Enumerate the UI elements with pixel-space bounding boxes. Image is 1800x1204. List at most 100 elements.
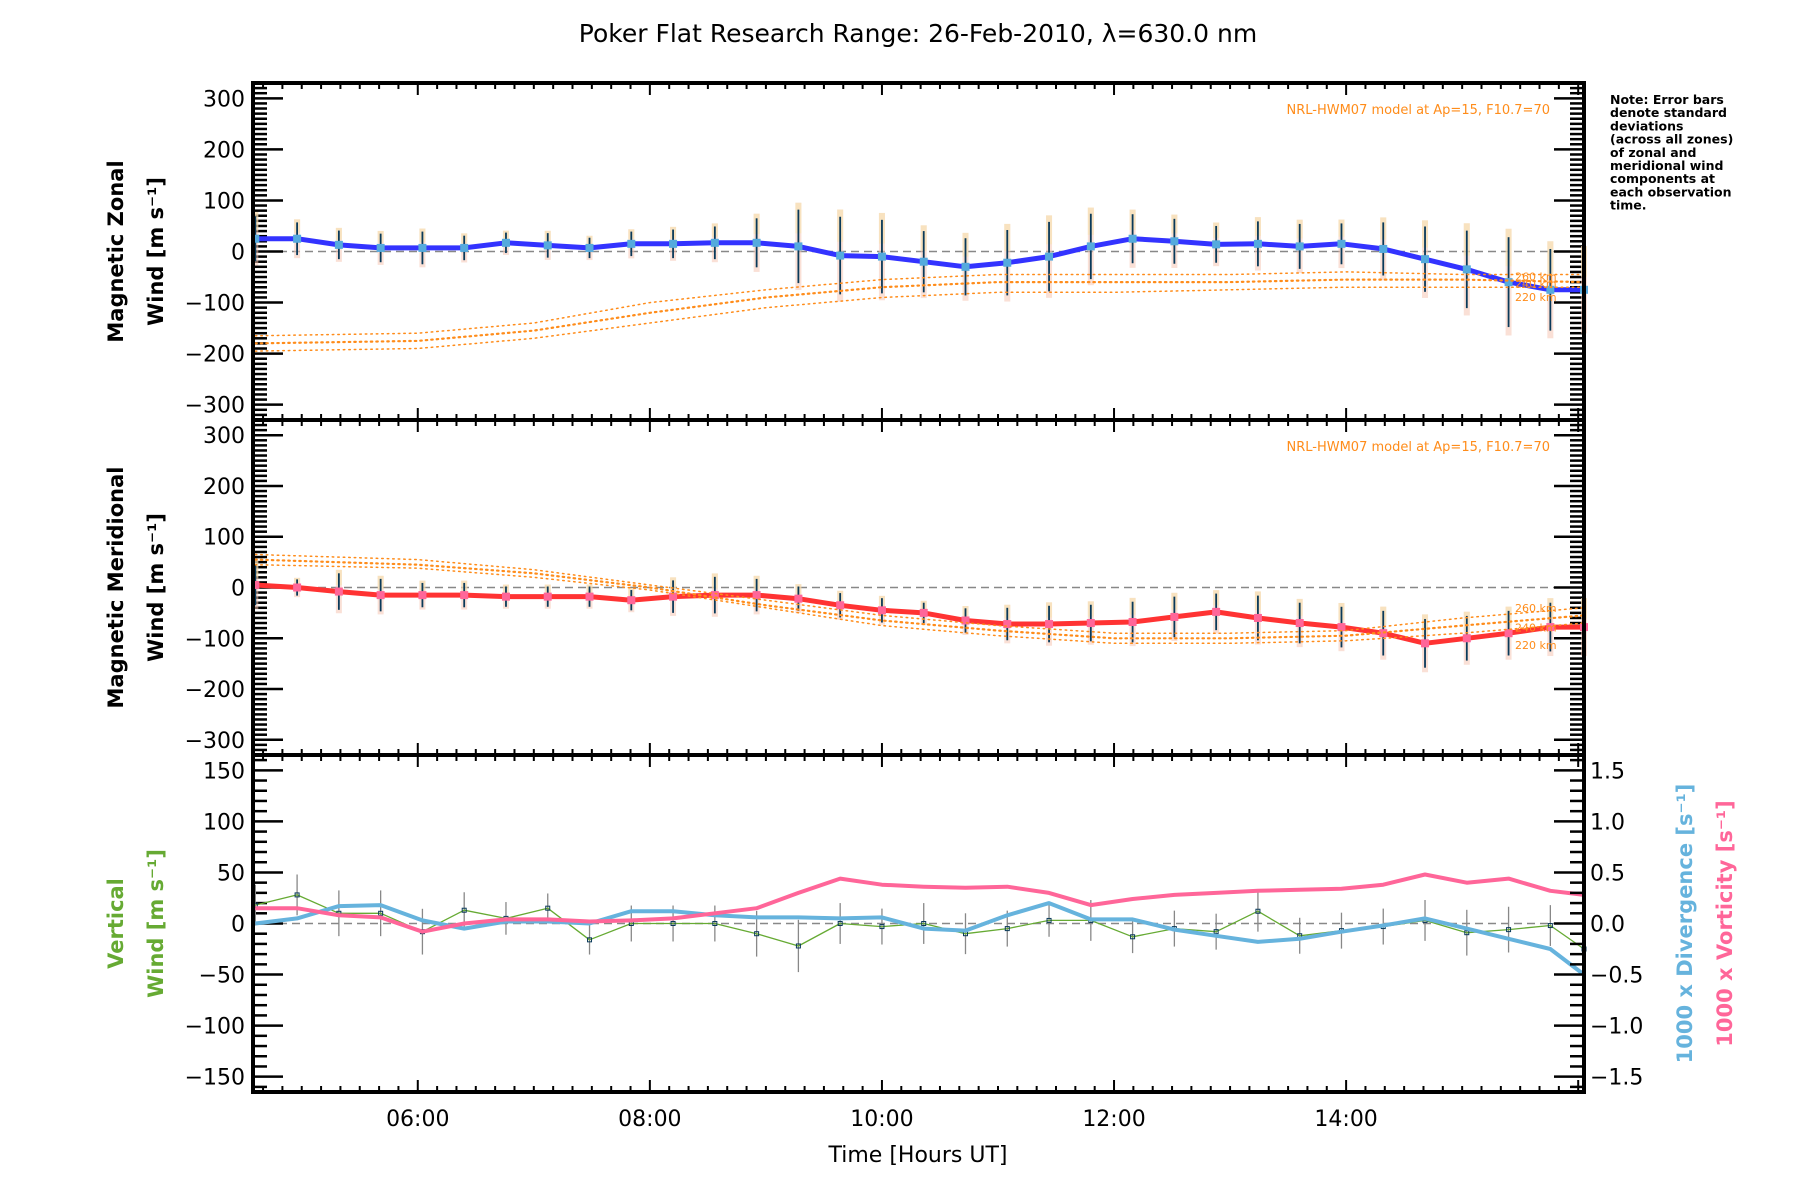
data-point (919, 608, 928, 617)
panel-zonal-wind: 300 200 100 0 −100 −200 −300 Magnetic Zonal Wind… (104, 81, 1588, 422)
y2-tick-label: −0.5 (1590, 964, 1643, 989)
data-point (670, 921, 676, 926)
data-point (752, 238, 761, 247)
y-tick-label: 300 (203, 424, 245, 449)
data-point (501, 592, 510, 601)
data-point (669, 592, 678, 601)
data-point (961, 616, 970, 625)
data-point (1003, 258, 1012, 267)
data-point (1212, 240, 1221, 249)
y2-tick-label: 0.5 (1590, 861, 1625, 886)
model-curve-hwm07-220-km (254, 563, 1585, 645)
y-tick-label: 200 (203, 138, 245, 163)
y-tick-label: 0 (231, 577, 245, 602)
data-point (1546, 623, 1555, 632)
x-tick-label: 10:00 (850, 1107, 913, 1132)
note-line: deviations (1610, 118, 1683, 133)
data-point (837, 921, 843, 926)
y-tick-label: 0 (231, 913, 245, 938)
km-label: 220 km (1515, 291, 1557, 304)
panel-meridional-wind: 300 200 100 0 −100 −200 −300 Magnetic Meridiona… (104, 418, 1588, 757)
data-point (1086, 619, 1095, 628)
data-point (461, 907, 467, 913)
data-point (669, 239, 678, 248)
data-point (334, 240, 343, 249)
y-tick-label: 150 (203, 759, 245, 784)
y-axis-title-line1: Magnetic Zonal (104, 160, 128, 342)
data-point (877, 606, 886, 615)
note-line: meridional wind (1610, 158, 1723, 173)
y2-axis-title-divergence: 1000 x Divergence [s⁻¹] (1673, 784, 1697, 1064)
y-tick-label: 0 (231, 241, 245, 266)
series-line-1000-x-divergence (255, 901, 1586, 977)
model-curve-hwm07-240-km (254, 278, 1586, 345)
data-point (1213, 929, 1219, 935)
data-point (754, 931, 760, 937)
data-point (1421, 639, 1430, 648)
data-point (501, 238, 510, 247)
data-point (1128, 618, 1137, 627)
series-line-1000-x-vorticity (255, 872, 1585, 934)
y2-tick-label: −1.5 (1590, 1066, 1643, 1091)
data-point (710, 591, 719, 600)
km-label: 220 km (1515, 639, 1557, 652)
data-point (376, 243, 385, 252)
data-point (1421, 255, 1430, 264)
model-label: NRL-HWM07 model at Ap=15, F10.7=70 (1287, 103, 1551, 118)
y2-tick-label: 0.0 (1590, 913, 1625, 938)
km-label: 240 km (1515, 622, 1557, 635)
data-point (1170, 237, 1179, 246)
data-point (1379, 244, 1388, 253)
y2-tick-label: 1.5 (1590, 759, 1625, 784)
note-line: each observation (1610, 184, 1732, 199)
note-line: (across all zones) (1610, 132, 1733, 147)
data-point (1004, 926, 1010, 932)
data-point (1045, 620, 1054, 629)
data-point (1170, 612, 1179, 621)
x-tick-label: 12:00 (1082, 1107, 1145, 1132)
x-axis-title: Time [Hours UT] (828, 1143, 1008, 1168)
data-point (251, 234, 260, 243)
y-tick-label: −300 (185, 394, 245, 419)
data-point (1253, 239, 1262, 248)
panel-vertical-wind: 150 100 50 0 −50 −100 −150 Vertical Wind [m s⁻¹]… (104, 753, 1737, 1132)
y2-axis-title-vorticity: 1000 x Vorticity [s⁻¹] (1713, 800, 1737, 1046)
y-tick-label: −150 (185, 1066, 245, 1091)
note-line: denote standard (1610, 105, 1727, 120)
data-point (418, 243, 427, 252)
y-axis-title-line2: Wind [m s⁻¹] (144, 513, 168, 662)
data-point (334, 587, 343, 596)
model-curve-hwm07-260-km (254, 553, 1585, 634)
data-point (795, 943, 801, 949)
data-point (585, 243, 594, 252)
data-point (1295, 619, 1304, 628)
data-point (836, 601, 845, 610)
y-tick-label: 100 (203, 526, 245, 551)
note-line: of zonal and (1610, 145, 1697, 160)
data-point (460, 243, 469, 252)
data-point (543, 592, 552, 601)
data-point (1506, 927, 1512, 933)
data-point (1464, 930, 1470, 936)
y-axis-title-line2: Wind [m s⁻¹] (144, 849, 168, 998)
data-point (1128, 234, 1137, 243)
data-point (1130, 934, 1136, 940)
data-point (710, 238, 719, 247)
data-point (1504, 278, 1513, 287)
data-point (1504, 629, 1513, 638)
x-tick-label: 08:00 (618, 1107, 681, 1132)
km-label: 240 km (1515, 278, 1557, 291)
data-point (1086, 242, 1095, 251)
y-tick-label: −50 (199, 964, 245, 989)
data-point (1462, 634, 1471, 643)
y-axis-title-line1: Magnetic Meridional (104, 467, 128, 709)
data-point (1295, 242, 1304, 251)
km-label: 260 km (1515, 602, 1557, 615)
y-tick-label: 50 (217, 861, 245, 886)
note-line: time. (1610, 198, 1647, 213)
data-point (1253, 613, 1262, 622)
data-point (543, 241, 552, 250)
y-axis-title-line2: Wind [m s⁻¹] (144, 177, 168, 326)
x-tick-label: 14:00 (1314, 1107, 1377, 1132)
